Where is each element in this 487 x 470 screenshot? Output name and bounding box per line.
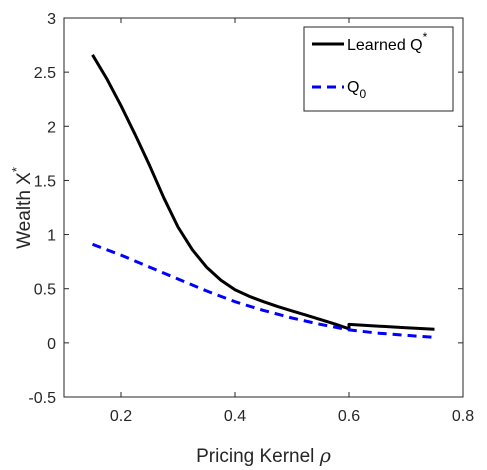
legend-learned-q-sup: * bbox=[423, 30, 428, 44]
series-line-1 bbox=[91, 242, 435, 339]
y-axis-label-sup: * bbox=[9, 167, 24, 172]
y-tick-label: 0.5 bbox=[34, 282, 56, 299]
y-tick-label: 1.5 bbox=[34, 173, 56, 190]
y-tick-label: 2 bbox=[47, 119, 56, 136]
legend-label-learned-q: Learned Q* bbox=[347, 30, 428, 54]
x-axis-label: Pricing Kernel ρ bbox=[196, 445, 332, 467]
x-tick-label: 0.2 bbox=[110, 408, 132, 425]
legend-q0-name: Q bbox=[347, 79, 359, 96]
y-tick-label: -0.5 bbox=[28, 390, 56, 407]
legend-q0-sub: 0 bbox=[359, 87, 366, 101]
y-tick-label: 1 bbox=[47, 228, 56, 245]
y-axis-label-text: Wealth X bbox=[14, 172, 35, 249]
x-axis-label-text: Pricing Kernel bbox=[196, 446, 320, 467]
y-axis-label: Wealth X* bbox=[9, 167, 35, 249]
legend: Learned Q* Q0 bbox=[303, 26, 454, 112]
y-tick-label: 2.5 bbox=[34, 65, 56, 82]
legend-label-q0: Q0 bbox=[347, 79, 366, 101]
plot-frame bbox=[63, 17, 464, 398]
x-axis-label-symbol: ρ bbox=[319, 445, 332, 467]
y-tick-label: 3 bbox=[47, 11, 56, 28]
tick-layer: 0.2 0.4 0.6 0.8 -0.5 0 0.5 1 1.5 2 2.5 3 bbox=[28, 11, 474, 425]
series-line-0 bbox=[91, 54, 435, 331]
x-tick-label: 0.4 bbox=[224, 408, 246, 425]
legend-learned-q-name: Learned Q bbox=[347, 37, 423, 54]
legend-box bbox=[303, 26, 454, 112]
x-tick-label: 0.6 bbox=[338, 408, 360, 425]
y-tick-label: 0 bbox=[47, 336, 56, 353]
series-layer bbox=[91, 54, 435, 339]
x-tick-label: 0.8 bbox=[452, 408, 474, 425]
